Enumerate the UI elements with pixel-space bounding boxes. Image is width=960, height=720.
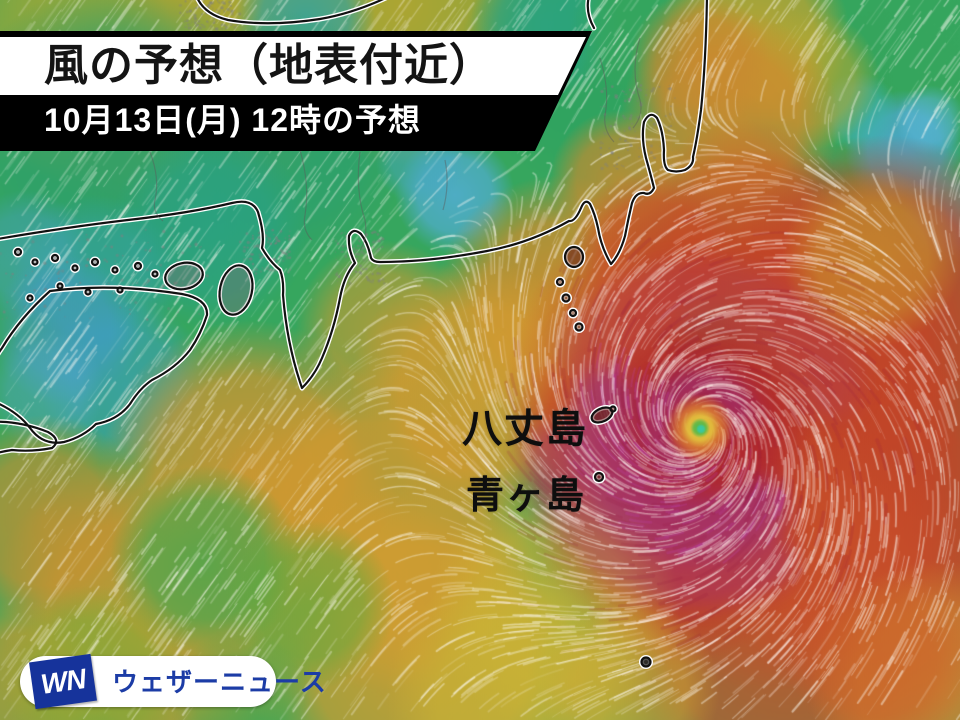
page-title: 風の予想（地表付近） [44, 41, 494, 90]
forecast-datetime: 10月13日(月) 12時の予想 [44, 102, 421, 138]
title-band [0, 37, 586, 95]
island-label-hachijojima: 八丈島 [462, 407, 588, 451]
weathernews-logo-text: ウェザーニュース [112, 667, 327, 697]
wn-logo-mark: WN [29, 653, 97, 710]
island-label-aogashima: 青ヶ島 [466, 475, 587, 517]
weathernews-logo: WN ウェザーニュース [20, 653, 326, 710]
